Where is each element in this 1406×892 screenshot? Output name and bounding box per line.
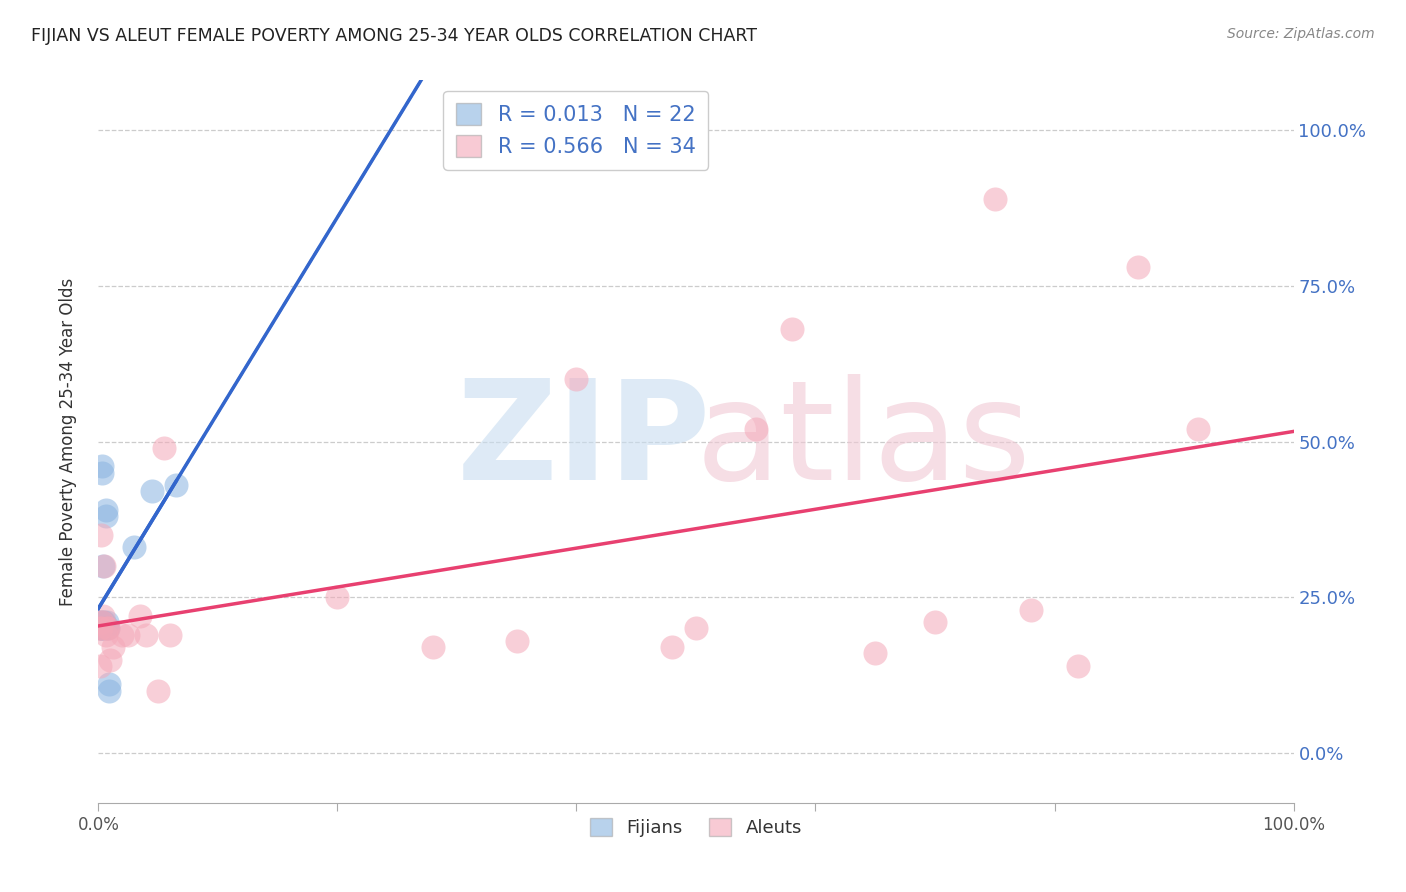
Point bbox=[159, 627, 181, 641]
Point bbox=[94, 509, 117, 524]
Text: Source: ZipAtlas.com: Source: ZipAtlas.com bbox=[1227, 27, 1375, 41]
Point bbox=[124, 541, 146, 555]
Text: atlas: atlas bbox=[696, 374, 1032, 509]
Point bbox=[91, 609, 114, 624]
Point bbox=[326, 591, 349, 605]
Text: FIJIAN VS ALEUT FEMALE POVERTY AMONG 25-34 YEAR OLDS CORRELATION CHART: FIJIAN VS ALEUT FEMALE POVERTY AMONG 25-… bbox=[31, 27, 756, 45]
Point bbox=[96, 615, 118, 630]
Point bbox=[91, 621, 114, 635]
Point bbox=[924, 615, 946, 630]
Point bbox=[93, 559, 115, 574]
Point bbox=[90, 528, 112, 542]
Point bbox=[565, 372, 588, 386]
Point bbox=[780, 322, 803, 336]
Point bbox=[135, 627, 157, 641]
Point bbox=[984, 192, 1007, 206]
Point bbox=[90, 621, 112, 635]
Point bbox=[91, 615, 114, 630]
Point bbox=[91, 615, 114, 630]
Y-axis label: Female Poverty Among 25-34 Year Olds: Female Poverty Among 25-34 Year Olds bbox=[59, 277, 77, 606]
Point bbox=[153, 441, 176, 455]
Point bbox=[685, 621, 707, 635]
Point bbox=[117, 627, 139, 641]
Point bbox=[141, 484, 163, 499]
Point bbox=[148, 683, 170, 698]
Point bbox=[111, 627, 134, 641]
Point bbox=[1019, 603, 1042, 617]
Text: ZIP: ZIP bbox=[457, 374, 711, 509]
Point bbox=[422, 640, 444, 654]
Point bbox=[98, 652, 122, 666]
Point bbox=[97, 621, 120, 635]
Point bbox=[91, 466, 114, 480]
Point bbox=[98, 683, 121, 698]
Point bbox=[94, 627, 117, 641]
Point bbox=[90, 615, 112, 630]
Point bbox=[129, 609, 152, 624]
Point bbox=[91, 559, 114, 574]
Point bbox=[89, 621, 111, 635]
Point bbox=[1187, 422, 1209, 436]
Point bbox=[89, 658, 111, 673]
Point bbox=[101, 640, 124, 654]
Point bbox=[91, 459, 114, 474]
Point bbox=[96, 621, 118, 635]
Point bbox=[89, 615, 111, 630]
Point bbox=[93, 615, 115, 630]
Point bbox=[865, 646, 887, 660]
Point bbox=[90, 621, 112, 635]
Point bbox=[506, 633, 529, 648]
Point bbox=[94, 503, 117, 517]
Point bbox=[1067, 658, 1090, 673]
Point bbox=[1128, 260, 1150, 274]
Point bbox=[96, 621, 118, 635]
Point bbox=[165, 478, 187, 492]
Point bbox=[89, 621, 111, 635]
Point bbox=[97, 621, 120, 635]
Point bbox=[661, 640, 683, 654]
Point bbox=[745, 422, 768, 436]
Legend: Fijians, Aleuts: Fijians, Aleuts bbox=[582, 811, 810, 845]
Point bbox=[90, 621, 112, 635]
Point bbox=[98, 677, 121, 691]
Point bbox=[93, 621, 115, 635]
